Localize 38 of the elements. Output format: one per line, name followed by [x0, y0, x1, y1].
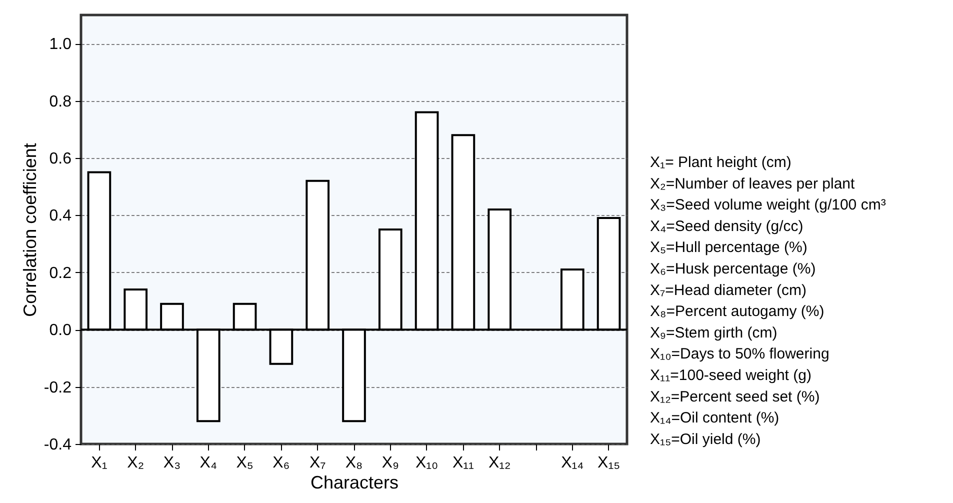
- x-tick-label: X₈: [345, 454, 363, 472]
- x-tick-label: X₆: [272, 454, 290, 472]
- text: X₉=Stem girth (cm): [650, 324, 778, 342]
- x-tick-label: X₁: [91, 454, 108, 472]
- text: X₁= Plant height (cm): [650, 154, 792, 171]
- text: X₄=Seed density (g/cc): [650, 218, 804, 235]
- y-tick-label: 0.2: [49, 264, 72, 282]
- x-tick-label: X₄: [200, 454, 217, 472]
- text: X₂=Number of leaves per plant: [650, 175, 856, 192]
- y-tick-label: 0.6: [49, 150, 72, 168]
- text: X₁₄=Oil content (%): [650, 410, 780, 427]
- x-tick-label: X₅: [236, 454, 254, 472]
- y-axis-title: Correlation coefficient: [20, 143, 40, 317]
- y-tick-label: 0.8: [49, 93, 72, 110]
- y-tick-label: 1.0: [49, 36, 72, 54]
- x-tick-label: X₁₅: [598, 454, 620, 472]
- y-tick-label: -0.2: [44, 379, 72, 396]
- x-tick-label: X₇: [310, 454, 326, 472]
- text: X₁₅=Oil yield (%): [650, 430, 761, 448]
- x-tick-label: X₉: [382, 454, 399, 472]
- x-tick-label: X₂: [127, 454, 144, 472]
- text: X₁₀=Days to 50% flowering: [650, 346, 830, 363]
- text: X₃=Seed volume weight (g/100 cm³: [650, 196, 886, 214]
- text: X₇=Head diameter (cm): [650, 282, 806, 299]
- text: X₁₂=Percent seed set (%): [650, 388, 820, 406]
- x-tick-label: X₁₂: [488, 454, 511, 472]
- y-tick-label: 0.0: [49, 322, 72, 340]
- y-tick-label: 0.4: [49, 208, 72, 225]
- x-tick-label: X₃: [163, 454, 181, 472]
- text: X₅=Hull percentage (%): [650, 239, 808, 256]
- y-tick-label: -0.4: [44, 436, 72, 454]
- x-axis-title: Characters: [310, 472, 399, 492]
- text: X₈=Percent autogamy (%): [650, 303, 824, 320]
- x-tick-label: X₁₁: [452, 454, 474, 472]
- x-tick-label: X₁₄: [561, 454, 584, 472]
- text: X₆=Husk percentage (%): [650, 260, 816, 278]
- text: X₁₁=100-seed weight (g): [650, 367, 812, 384]
- x-tick-label: X₁₀: [415, 454, 438, 472]
